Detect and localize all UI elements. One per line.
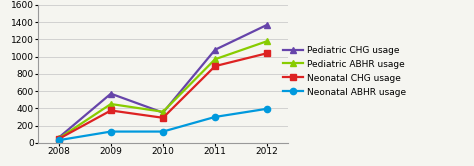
Neonatal CHG usage — [160, 117, 166, 119]
Pediatric CHG usage — [264, 24, 270, 26]
Pediatric ABHR usage — [264, 40, 270, 42]
Neonatal ABHR usage — [108, 131, 114, 133]
Pediatric ABHR usage — [212, 58, 218, 60]
Line: Pediatric ABHR usage: Pediatric ABHR usage — [55, 38, 270, 142]
Neonatal ABHR usage — [56, 139, 62, 141]
Pediatric CHG usage — [108, 93, 114, 95]
Neonatal ABHR usage — [264, 108, 270, 110]
Pediatric CHG usage — [160, 112, 166, 114]
Line: Neonatal CHG usage: Neonatal CHG usage — [55, 50, 270, 142]
Pediatric ABHR usage — [160, 111, 166, 113]
Legend: Pediatric CHG usage, Pediatric ABHR usage, Neonatal CHG usage, Neonatal ABHR usa: Pediatric CHG usage, Pediatric ABHR usag… — [283, 46, 406, 97]
Neonatal CHG usage — [108, 109, 114, 111]
Line: Neonatal ABHR usage: Neonatal ABHR usage — [55, 106, 270, 143]
Neonatal CHG usage — [264, 52, 270, 54]
Pediatric CHG usage — [56, 137, 62, 139]
Neonatal CHG usage — [212, 65, 218, 67]
Neonatal ABHR usage — [212, 116, 218, 118]
Pediatric ABHR usage — [56, 137, 62, 139]
Pediatric ABHR usage — [108, 103, 114, 105]
Line: Pediatric CHG usage: Pediatric CHG usage — [55, 22, 270, 141]
Pediatric CHG usage — [212, 49, 218, 51]
Neonatal ABHR usage — [160, 131, 166, 133]
Neonatal CHG usage — [56, 138, 62, 140]
